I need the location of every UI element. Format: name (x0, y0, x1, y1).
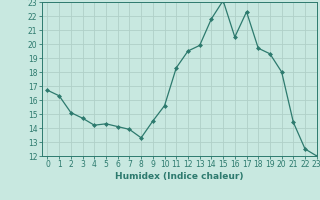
X-axis label: Humidex (Indice chaleur): Humidex (Indice chaleur) (115, 172, 244, 181)
